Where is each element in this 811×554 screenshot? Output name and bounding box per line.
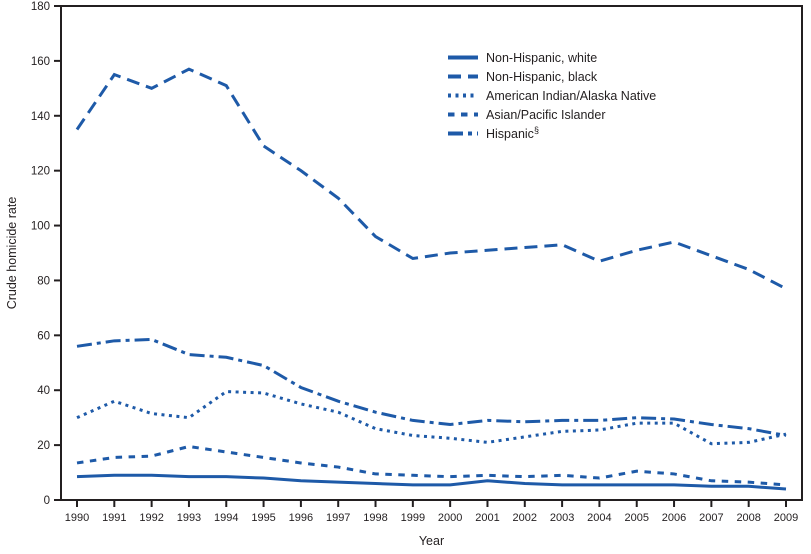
x-axis-tick-label: 2003 <box>550 512 574 524</box>
y-axis-tick-label: 140 <box>31 111 50 123</box>
x-axis-tick-label: 1994 <box>214 512 238 524</box>
series-line-non-hispanic-black <box>75 67 787 291</box>
x-axis-tick-label: 2007 <box>699 512 723 524</box>
legend: Non-Hispanic, white Non-Hispanic, black Am… <box>448 51 656 141</box>
legend-label: Non-Hispanic, white <box>486 51 597 65</box>
y-axis-tick-label: 100 <box>31 221 50 233</box>
series-line-asian-pacific-islander <box>76 444 787 487</box>
x-axis-tick-label: 1991 <box>102 512 126 524</box>
x-axis-tick-label: 1997 <box>326 512 350 524</box>
y-axis-title: Crude homicide rate <box>5 197 19 310</box>
y-axis-tick-label: 40 <box>37 385 50 397</box>
x-axis-tick-label: 1998 <box>363 512 387 524</box>
x-axis-tick-label: 1999 <box>401 512 425 524</box>
x-axis-tick-label: 1990 <box>65 512 89 524</box>
y-axis-tick-label: 60 <box>37 330 50 342</box>
legend-item-non-hispanic-black: Non-Hispanic, black <box>448 70 598 84</box>
legend-item-american-indian-alaska-native: American Indian/Alaska Native <box>448 89 656 103</box>
x-axis-tick-label: 2008 <box>736 512 760 524</box>
legend-label: Asian/Pacific Islander <box>486 108 606 122</box>
series-line-hispanic <box>76 337 787 437</box>
legend-item-asian-pacific-islander: Asian/Pacific Islander <box>448 108 606 122</box>
x-axis-tick-label: 2002 <box>513 512 537 524</box>
y-axis-tick-label: 120 <box>31 166 50 178</box>
x-axis-tick-label: 2000 <box>438 512 462 524</box>
legend-item-non-hispanic-white: Non-Hispanic, white <box>448 51 597 65</box>
y-axis-tick-label: 20 <box>37 440 50 452</box>
y-axis-tick-label: 80 <box>37 275 50 287</box>
x-axis-tick-label: 2006 <box>662 512 686 524</box>
x-axis-tick-label: 2005 <box>624 512 648 524</box>
legend-label: Non-Hispanic, black <box>486 70 598 84</box>
y-axis-tick-label: 160 <box>31 56 50 68</box>
x-axis-tick-label: 2001 <box>475 512 499 524</box>
x-axis-tick-label: 1992 <box>139 512 163 524</box>
legend-label-superscript: § <box>534 125 539 135</box>
x-axis-tick-label: 1996 <box>289 512 313 524</box>
legend-label: Hispanic§ <box>486 125 539 141</box>
plot-frame <box>60 5 803 501</box>
x-axis-tick-label: 1993 <box>177 512 201 524</box>
y-axis-tick-label: 0 <box>44 495 50 507</box>
x-axis-title: Year <box>419 534 444 548</box>
x-axis-tick-label: 2004 <box>587 512 611 524</box>
series-line-american-indian-alaska-native <box>76 390 787 446</box>
legend-item-hispanic: Hispanic§ <box>448 125 539 141</box>
y-axis-tick-label: 180 <box>31 1 50 13</box>
series-line-non-hispanic-white <box>76 473 787 491</box>
x-axis-tick-label: 1995 <box>251 512 275 524</box>
x-axis-tick-label: 2009 <box>774 512 798 524</box>
legend-label: American Indian/Alaska Native <box>486 89 656 103</box>
